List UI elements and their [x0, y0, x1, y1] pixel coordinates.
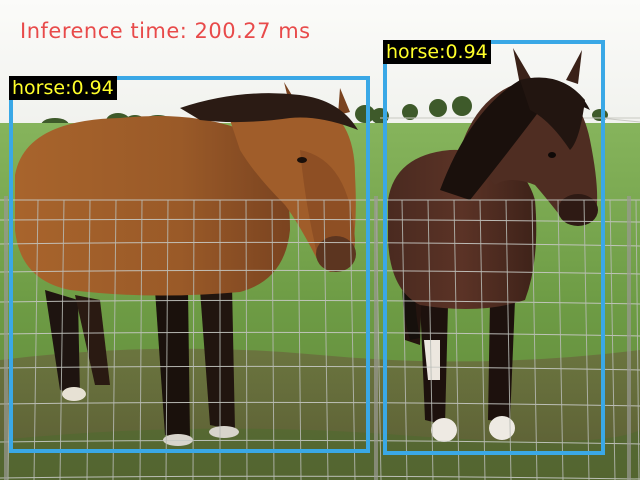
detection-label-1: horse:0.94 [9, 76, 117, 100]
fence-post [4, 196, 8, 480]
inference-time-text: Inference time: 200.27 ms [20, 19, 311, 43]
wire-fence-verticals [7, 199, 640, 480]
horse-dark [388, 48, 598, 442]
wire-fence [0, 199, 640, 480]
detection-label-2: horse:0.94 [383, 40, 491, 64]
tree-line [41, 96, 608, 132]
fence-post [627, 196, 631, 480]
horse-bay [15, 82, 358, 446]
detection-box-2 [383, 40, 605, 455]
detection-box-1 [9, 76, 370, 453]
fence-post [374, 196, 378, 480]
